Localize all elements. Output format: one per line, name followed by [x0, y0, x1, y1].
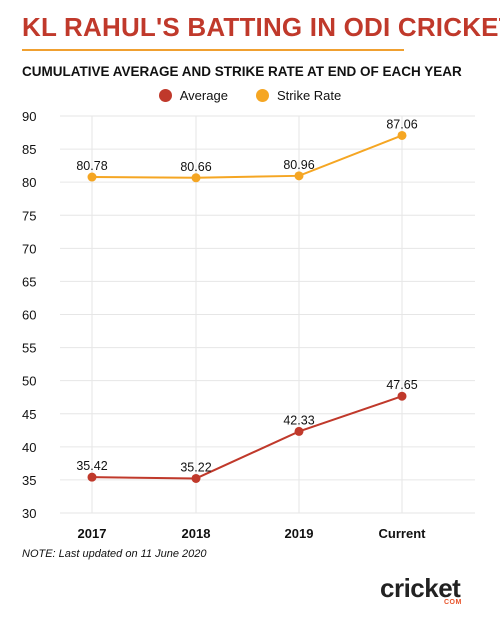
y-tick-label: 50 [22, 374, 36, 389]
y-tick-label: 35 [22, 473, 36, 488]
chart-subtitle: CUMULATIVE AVERAGE AND STRIKE RATE AT EN… [22, 64, 462, 79]
data-point-strike-rate [397, 130, 407, 140]
logo-suffix: COM [444, 599, 462, 606]
y-tick-label: 70 [22, 241, 36, 256]
y-tick-label: 90 [22, 109, 36, 124]
data-label-strike-rate: 87.06 [386, 117, 417, 131]
data-label-strike-rate: 80.96 [283, 158, 314, 172]
legend: Average Strike Rate [0, 88, 500, 103]
data-label-strike-rate: 80.66 [180, 160, 211, 174]
y-tick-label: 30 [22, 506, 36, 521]
y-tick-label: 75 [22, 208, 36, 223]
logo-text: cricket [380, 573, 461, 603]
title-divider [22, 49, 404, 51]
y-tick-label: 40 [22, 440, 36, 455]
legend-item-strike-rate: Strike Rate [255, 88, 342, 103]
cricket-com-logo: cricket COM [380, 573, 480, 609]
legend-strike-rate-marker-icon [255, 89, 269, 102]
y-tick-label: 45 [22, 407, 36, 422]
data-label-strike-rate: 80.78 [76, 159, 107, 173]
data-point-average [294, 426, 304, 436]
x-tick-label: 2019 [285, 526, 314, 541]
legend-strike-rate-label: Strike Rate [276, 88, 342, 103]
data-label-average: 35.22 [180, 460, 211, 474]
legend-average-marker-icon [158, 89, 172, 102]
data-point-average [191, 473, 201, 483]
y-tick-label: 60 [22, 308, 36, 323]
series-line-average [91, 395, 403, 480]
data-label-average: 47.65 [386, 378, 417, 392]
data-label-average: 42.33 [283, 413, 314, 427]
data-point-strike-rate [294, 171, 304, 181]
series-line-strike-rate [91, 134, 403, 179]
x-tick-label: Current [379, 526, 427, 541]
x-tick-label: 2017 [78, 526, 107, 541]
data-point-strike-rate [191, 173, 201, 183]
legend-average-label: Average [179, 88, 228, 103]
x-tick-label: 2018 [182, 526, 211, 541]
legend-item-average: Average [158, 88, 228, 103]
y-tick-label: 55 [22, 341, 36, 356]
chart-title: KL RAHUL'S BATTING IN ODI CRICKET [22, 12, 500, 42]
data-point-strike-rate [87, 172, 97, 182]
data-point-average [87, 472, 97, 482]
data-point-average [397, 391, 407, 401]
y-tick-label: 85 [22, 142, 36, 157]
y-tick-label: 65 [22, 274, 36, 289]
y-tick-label: 80 [22, 175, 36, 190]
footnote: NOTE: Last updated on 11 June 2020 [22, 548, 207, 560]
data-label-average: 35.42 [76, 459, 107, 473]
